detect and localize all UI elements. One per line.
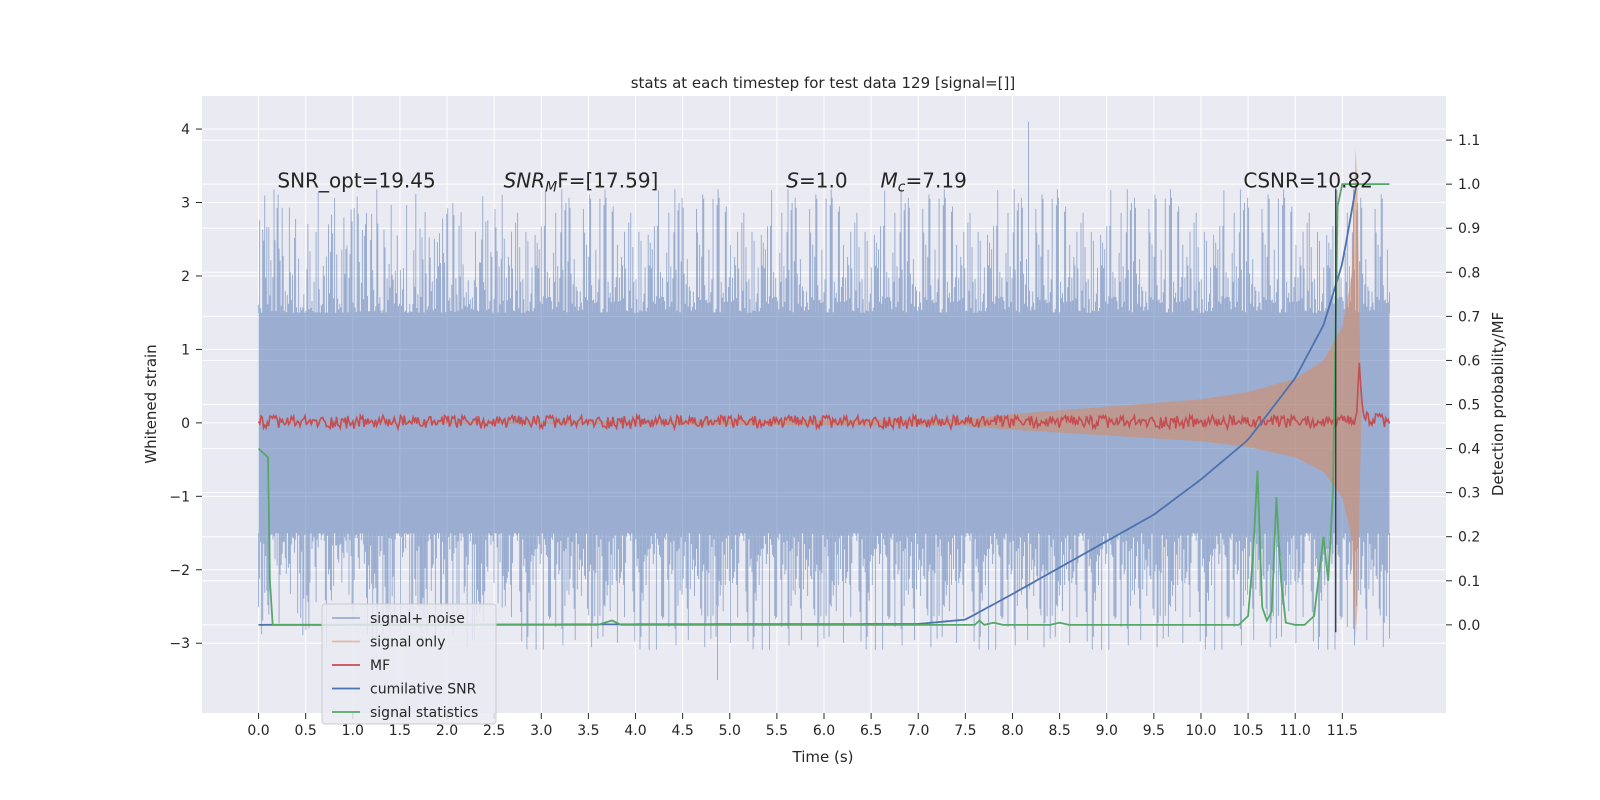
x-tick-label: 2.0	[436, 723, 458, 739]
y-tick-label-left: 2	[181, 269, 190, 285]
y-tick-label-right: 0.3	[1458, 486, 1480, 502]
legend-label: signal+ noise	[370, 611, 465, 627]
y-tick-label-right: 0.9	[1458, 221, 1480, 237]
signal-noise-spikes-upper	[258, 121, 1390, 313]
x-tick-label: 10.0	[1185, 723, 1216, 739]
y-tick-label-right: 0.6	[1458, 353, 1480, 369]
y-axis-label-left: Whitened strain	[142, 344, 160, 463]
annotation-snr-opt: SNR_opt=19.45	[277, 168, 435, 192]
annotation-mc: Mc=7.19	[881, 168, 967, 195]
y-tick-label-left: −3	[169, 636, 190, 652]
y-tick-label-right: 0.7	[1458, 309, 1480, 325]
x-tick-label: 5.0	[719, 723, 741, 739]
x-tick-label: 11.5	[1327, 723, 1358, 739]
x-tick-label: 1.5	[389, 723, 411, 739]
legend-label: signal only	[370, 635, 445, 651]
legend: signal+ noise signal only MF cumilative SNR…	[321, 603, 497, 725]
legend-label: signal statistics	[370, 705, 478, 721]
x-tick-label: 9.5	[1143, 723, 1165, 739]
y-tick-label-right: 0.0	[1458, 618, 1480, 634]
x-tick-label: 5.5	[766, 723, 788, 739]
x-tick-label: 0.0	[247, 723, 269, 739]
chart-title: stats at each timestep for test data 129…	[631, 74, 1016, 92]
y-tick-label-left: 0	[181, 416, 190, 432]
annotations: SNR_opt=19.45 SNRMF=[17.59] S=1.0 Mc=7.19 CS…	[277, 168, 1373, 195]
x-tick-label: 4.5	[672, 723, 694, 739]
x-axis-label: Time (s)	[792, 748, 854, 766]
x-tick-label: 6.5	[860, 723, 882, 739]
axes: 0.0 0.5 1.0 1.5 2.0 2.5 3.0 3.5 4.0 4.5 5.0 5.5 6.0 6…	[169, 122, 1480, 739]
y-tick-label-right: 0.5	[1458, 398, 1480, 414]
x-tick-label: 11.0	[1280, 723, 1311, 739]
y-tick-label-left: 4	[181, 122, 190, 138]
annotation-csnr: CSNR=10.82	[1243, 168, 1373, 192]
x-tick-label: 8.0	[1001, 723, 1023, 739]
y-tick-label-right: 1.0	[1458, 177, 1480, 193]
annotation-snr-mf: SNRMF=[17.59]	[504, 168, 659, 195]
y-tick-label-left: 3	[181, 196, 190, 212]
x-tick-label: 2.5	[483, 723, 505, 739]
y-tick-label-right: 0.8	[1458, 265, 1480, 281]
x-tick-label: 7.0	[907, 723, 929, 739]
y-tick-label-right: 0.1	[1458, 574, 1480, 590]
signal-statistics-line	[257, 183, 1390, 626]
y-tick-label-right: 1.1	[1458, 133, 1480, 149]
y-axis-label-right: Detection probability/MF	[1489, 312, 1507, 496]
y-tick-label-right: 0.2	[1458, 530, 1480, 546]
annotation-s: S=1.0	[786, 168, 847, 192]
legend-label: cumilative SNR	[370, 682, 477, 698]
x-tick-label: 6.0	[813, 723, 835, 739]
x-tick-label: 8.5	[1048, 723, 1070, 739]
y-tick-label-left: −1	[169, 489, 190, 505]
mf-line	[257, 362, 1391, 432]
x-tick-label: 1.0	[342, 723, 364, 739]
signal-noise-spikes-lower	[258, 533, 1390, 680]
legend-label: MF	[370, 658, 390, 674]
y-tick-label-left: −2	[169, 563, 190, 579]
y-tick-label-left: 1	[181, 342, 190, 358]
data-series	[257, 121, 1391, 680]
y-tick-label-right: 0.4	[1458, 442, 1480, 458]
x-tick-label: 3.0	[530, 723, 552, 739]
x-tick-label: 3.5	[577, 723, 599, 739]
legend-box	[321, 603, 497, 725]
x-tick-label: 10.5	[1233, 723, 1264, 739]
x-tick-label: 7.5	[954, 723, 976, 739]
x-tick-label: 0.5	[295, 723, 317, 739]
x-tick-label: 9.0	[1096, 723, 1118, 739]
x-tick-label: 4.0	[624, 723, 646, 739]
